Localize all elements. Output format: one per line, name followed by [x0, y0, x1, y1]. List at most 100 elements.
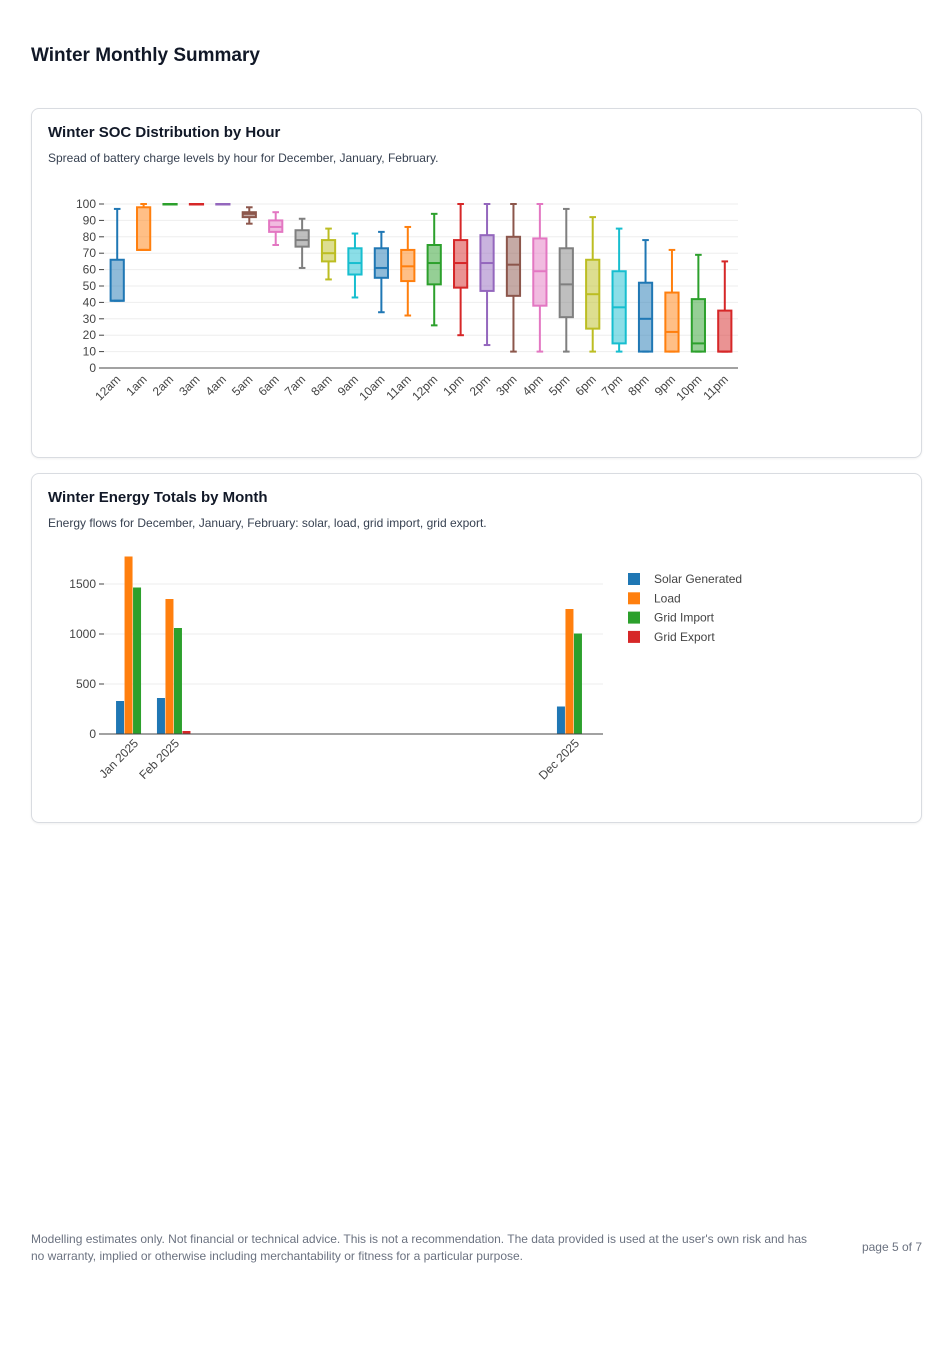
legend-label: Grid Import — [654, 611, 715, 625]
soc-box-iqr — [664, 291, 680, 353]
soc-box-iqr — [373, 247, 389, 279]
soc-x-tick-label: 3am — [176, 372, 202, 398]
footer-disclaimer: Modelling estimates only. Not financial … — [31, 1232, 808, 1263]
soc-box-5am — [241, 206, 257, 225]
energy-y-tick-label: 0 — [89, 727, 96, 741]
soc-x-tick-label: 11pm — [700, 372, 731, 403]
soc-box-iqr — [505, 235, 522, 297]
legend-swatch — [628, 611, 640, 624]
energy-bar-grid-import — [173, 628, 182, 734]
soc-card-description: Spread of battery charge levels by hour … — [48, 151, 439, 165]
energy-bar-solar-generated — [156, 698, 165, 734]
soc-box-5pm — [558, 207, 574, 353]
soc-x-tick-label: 8pm — [625, 372, 651, 398]
legend-item: Grid Import — [628, 611, 715, 625]
soc-x-tick-label: 6pm — [572, 372, 598, 398]
soc-x-tick-label: 12am — [92, 372, 123, 403]
soc-box-12pm — [426, 212, 442, 327]
legend-swatch — [628, 592, 640, 605]
soc-box-iqr — [717, 309, 733, 353]
energy-bar-load — [165, 599, 174, 734]
soc-box-iqr — [690, 298, 706, 353]
soc-box-6pm — [585, 216, 601, 353]
soc-box-iqr — [320, 239, 337, 263]
energy-totals-card: Winter Energy Totals by Month Energy flo… — [31, 473, 922, 823]
soc-y-tick-label: 80 — [83, 230, 97, 244]
energy-bar-solar-generated — [556, 706, 565, 734]
soc-x-tick-label: 8am — [308, 372, 334, 398]
energy-x-tick-label: Dec 2025 — [536, 736, 582, 782]
energy-bar-load — [124, 556, 133, 734]
soc-y-tick-label: 40 — [83, 295, 97, 309]
soc-box-chart: 0 10 20 30 40 50 60 70 80 90 100 12am 1am 2am 3am 4am 5a… — [76, 197, 738, 403]
soc-x-tick-label: 7pm — [599, 372, 625, 398]
soc-x-tick-label: 3pm — [493, 372, 519, 398]
soc-box-12am — [109, 207, 125, 302]
soc-box-9pm — [664, 248, 680, 353]
legend-label: Load — [654, 591, 681, 605]
soc-x-tick-label: 2pm — [467, 372, 493, 398]
soc-box-4pm — [532, 203, 548, 353]
soc-box-1pm — [453, 203, 469, 337]
page-number: page 5 of 7 — [861, 1240, 922, 1254]
soc-y-tick-label: 70 — [83, 246, 97, 260]
soc-y-tick-label: 90 — [83, 213, 97, 227]
energy-bar-grid-import — [133, 587, 142, 734]
energy-card-title: Winter Energy Totals by Month — [48, 489, 268, 506]
soc-x-tick-label: 4am — [203, 372, 229, 398]
soc-x-tick-label: 7am — [282, 372, 308, 398]
soc-box-3am — [188, 203, 205, 206]
soc-box-1am — [136, 203, 152, 251]
soc-x-tick-label: 1pm — [440, 372, 466, 398]
energy-x-tick-label: Jan 2025 — [96, 736, 141, 781]
energy-bar-grid-export — [182, 731, 191, 734]
soc-box-10am — [373, 230, 389, 314]
soc-box-iqr — [637, 281, 654, 353]
soc-distribution-card: Winter SOC Distribution by Hour Spread o… — [31, 108, 922, 458]
soc-box-7pm — [611, 227, 627, 353]
soc-box-iqr — [109, 258, 125, 302]
legend-item: Grid Export — [628, 630, 715, 644]
soc-box-7am — [294, 217, 310, 269]
soc-x-tick-label: 10am — [356, 372, 387, 403]
soc-box-9am — [347, 232, 363, 299]
soc-box-11pm — [717, 260, 733, 353]
soc-card-title: Winter SOC Distribution by Hour — [48, 124, 281, 141]
legend-label: Solar Generated — [654, 572, 742, 586]
soc-y-tick-label: 50 — [83, 279, 97, 293]
soc-x-tick-label: 2am — [150, 372, 176, 398]
soc-box-4am — [215, 203, 231, 206]
soc-box-iqr — [347, 247, 363, 276]
legend-swatch — [628, 630, 640, 643]
energy-card-description: Energy flows for December, January, Febr… — [48, 516, 487, 530]
legend-swatch — [628, 573, 640, 585]
soc-x-tick-label: 5am — [229, 372, 255, 398]
energy-x-tick-label: Feb 2025 — [136, 736, 182, 782]
soc-x-tick-label: 12pm — [409, 372, 440, 403]
energy-bar-load — [565, 609, 574, 734]
soc-box-2pm — [479, 203, 495, 347]
energy-bar-solar-generated — [116, 701, 125, 734]
soc-box-8am — [320, 227, 337, 281]
soc-x-tick-label: 11am — [383, 372, 414, 403]
energy-y-tick-label: 500 — [76, 677, 96, 691]
soc-y-tick-label: 100 — [76, 197, 96, 211]
soc-x-tick-label: 5pm — [546, 372, 572, 398]
soc-box-3pm — [505, 203, 522, 353]
soc-y-tick-label: 10 — [83, 345, 97, 359]
soc-y-tick-label: 60 — [83, 263, 97, 277]
soc-box-iqr — [294, 229, 310, 248]
soc-box-iqr — [136, 206, 152, 251]
soc-y-tick-label: 30 — [83, 312, 97, 326]
energy-y-tick-label: 1000 — [69, 627, 96, 641]
soc-x-tick-label: 4pm — [520, 372, 546, 398]
soc-box-iqr — [558, 247, 574, 319]
energy-bar-grid-import — [573, 633, 582, 734]
soc-box-10pm — [690, 253, 706, 353]
legend-label: Grid Export — [654, 630, 715, 644]
soc-x-tick-label: 6am — [255, 372, 281, 398]
soc-box-8pm — [637, 239, 654, 353]
legend-item: Solar Generated — [628, 572, 742, 586]
legend-item: Load — [628, 591, 681, 605]
